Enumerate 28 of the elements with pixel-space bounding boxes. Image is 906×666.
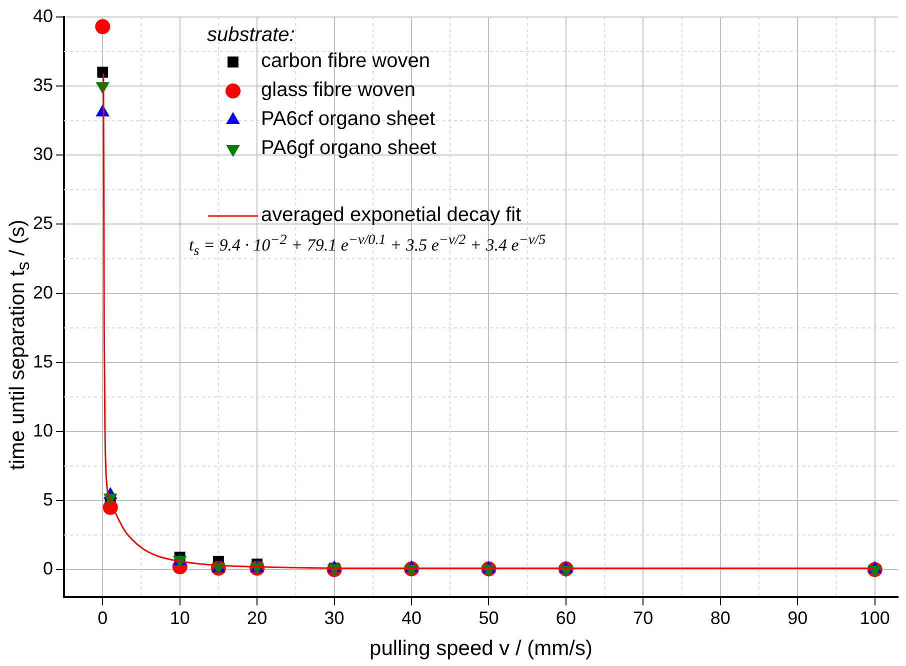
x-tick-label: 0 (98, 608, 108, 628)
x-tick-label: 100 (860, 608, 890, 628)
y-tick-label: 30 (32, 144, 54, 164)
x-tick-label: 70 (633, 608, 654, 628)
y-tick-label: 40 (32, 6, 54, 26)
y-tick-label: 25 (32, 213, 54, 234)
y-tick-label: 15 (32, 351, 54, 372)
legend-label: averaged exponetial decay fit (261, 204, 522, 227)
legend-title: substrate: (207, 24, 296, 47)
x-axis-title: pulling speed v / (mm/s) (370, 637, 592, 660)
y-tick-label: 5 (43, 489, 54, 510)
y-tick-label: 10 (32, 420, 54, 440)
x-tick-label: 50 (478, 608, 499, 628)
legend-label: carbon fibre woven (261, 50, 430, 73)
text: t$_{s}$ = 9.4 · 10$^{−2}$ + 79.1 e$^{−v/0.1}$ + 3.5 e$^{−v/2}$ + 3.4 e$^{−v/5}$ (189, 232, 546, 260)
x-tick-label: 10 (170, 608, 190, 628)
legend-label: glass fibre woven (261, 79, 416, 102)
x-tick-label: 40 (401, 608, 422, 628)
legend-label: PA6gf organo sheet (261, 137, 436, 160)
y-tick-label: 35 (32, 75, 54, 96)
y-tick-label: 20 (32, 282, 54, 302)
x-tick-label: 20 (247, 608, 268, 628)
legend-label: PA6cf organo sheet (261, 108, 436, 131)
x-tick-label: 90 (788, 608, 808, 628)
x-tick-label: 30 (324, 608, 344, 628)
y-tick-label: 0 (43, 558, 54, 579)
x-tick-label: 80 (710, 608, 730, 628)
x-tick-label: 60 (556, 608, 576, 628)
